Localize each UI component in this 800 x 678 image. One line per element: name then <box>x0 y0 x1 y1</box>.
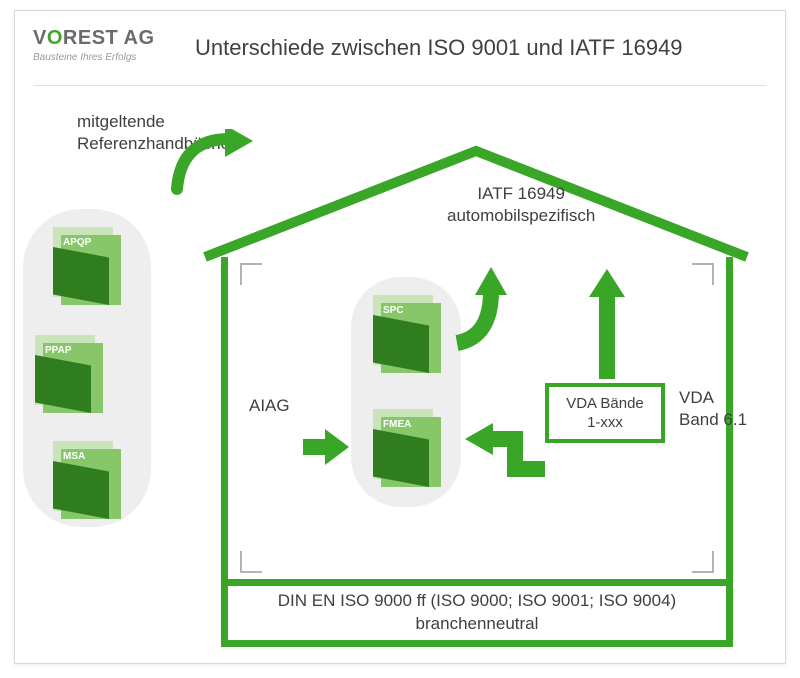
arrow-aiag-to-fmea <box>301 427 351 467</box>
book-spc: SPC <box>373 295 441 373</box>
logo-text: VOREST AG <box>33 27 155 50</box>
aiag-label: AIAG <box>249 396 290 416</box>
vda-box-l2: 1-xxx <box>587 414 623 431</box>
roof-l2: automobilspezifisch <box>447 206 595 225</box>
arrow-vda-up <box>587 269 627 379</box>
vda-box-l1: VDA Bände <box>566 395 644 412</box>
arrow-spc-up <box>449 265 519 355</box>
corner-mark <box>240 551 262 573</box>
book-msa: MSA <box>53 441 121 519</box>
logo-tagline: Bausteine Ihres Erfolgs <box>33 52 155 63</box>
page-title: Unterschiede zwischen ISO 9001 und IATF … <box>195 35 683 61</box>
foundation-l2: branchenneutral <box>416 614 539 633</box>
corner-mark <box>240 263 262 285</box>
book-label: PPAP <box>45 345 72 356</box>
book-label: FMEA <box>383 419 411 430</box>
book-apqp: APQP <box>53 227 121 305</box>
book-label: SPC <box>383 305 404 316</box>
vda61-l1: VDA <box>679 388 714 407</box>
book-label: APQP <box>63 237 91 248</box>
diagram-canvas: mitgeltende Referenzhandbücher APQP PPAP… <box>15 91 787 665</box>
roof-label: IATF 16949 automobilspezifisch <box>447 183 595 227</box>
vda-6-1-label: VDA Band 6.1 <box>679 387 749 431</box>
book-ppap: PPAP <box>35 335 103 413</box>
arrow-vda-to-fmea <box>463 411 553 489</box>
foundation-box: DIN EN ISO 9000 ff (ISO 9000; ISO 9001; … <box>221 579 733 647</box>
corner-mark <box>692 551 714 573</box>
diagram-frame: VOREST AG Bausteine Ihres Erfolgs Unters… <box>14 10 786 664</box>
logo-pre: V <box>33 27 47 49</box>
vda-baende-box: VDA Bände 1-xxx <box>545 383 665 443</box>
vda61-l2: Band 6.1 <box>679 410 747 429</box>
ref-l1: mitgeltende <box>77 112 165 131</box>
header: VOREST AG Bausteine Ihres Erfolgs Unters… <box>15 11 785 81</box>
logo-o: O <box>47 27 63 49</box>
foundation-l1: DIN EN ISO 9000 ff (ISO 9000; ISO 9001; … <box>278 591 676 610</box>
book-fmea: FMEA <box>373 409 441 487</box>
logo-post: REST AG <box>63 27 155 49</box>
logo: VOREST AG Bausteine Ihres Erfolgs <box>33 27 155 63</box>
corner-mark <box>692 263 714 285</box>
header-divider <box>33 85 767 86</box>
book-label: MSA <box>63 451 85 462</box>
roof-l1: IATF 16949 <box>477 184 565 203</box>
